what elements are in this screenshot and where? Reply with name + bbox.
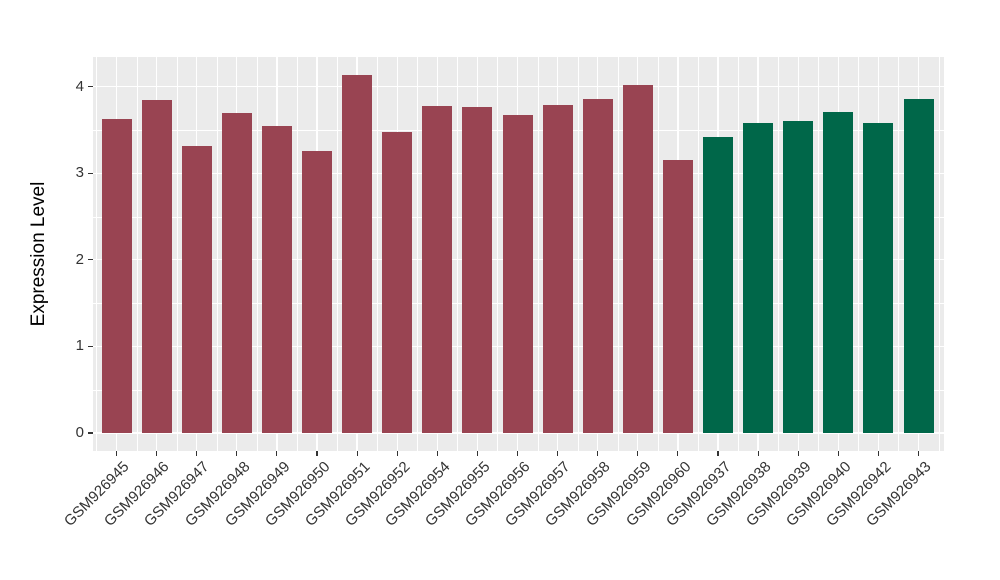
bar	[261, 126, 292, 433]
y-tick-label: 1	[75, 337, 84, 355]
gridline-minor-vertical	[898, 57, 900, 451]
bar	[462, 106, 493, 433]
y-axis-tick	[88, 86, 93, 88]
x-axis-tick	[717, 451, 719, 456]
bar	[662, 160, 693, 433]
x-axis-tick	[276, 451, 278, 456]
gridline-minor-vertical	[497, 57, 499, 451]
bar	[823, 111, 854, 433]
x-axis-tick	[156, 451, 158, 456]
gridline-minor-vertical	[858, 57, 860, 451]
x-axis-tick	[316, 451, 318, 456]
gridline-minor-vertical	[617, 57, 619, 451]
bar	[221, 112, 252, 433]
gridline-minor-vertical	[577, 57, 579, 451]
x-axis-tick	[396, 451, 398, 456]
plot-panel	[93, 57, 944, 451]
gridline-major-horizontal	[93, 432, 944, 434]
gridline-major-horizontal	[93, 85, 944, 88]
bar	[101, 118, 132, 433]
x-axis-tick	[196, 451, 198, 456]
y-axis-tick	[88, 345, 93, 347]
bar	[302, 150, 332, 433]
x-axis-tick	[757, 451, 759, 456]
gridline-minor-vertical	[657, 57, 659, 451]
bar	[422, 105, 453, 433]
bar	[622, 84, 653, 433]
bar	[703, 136, 733, 433]
gridline-minor-vertical	[136, 57, 138, 451]
gridline-minor-vertical	[417, 57, 419, 451]
gridline-minor-vertical	[377, 57, 378, 451]
bar	[863, 122, 894, 433]
y-axis-tick	[88, 172, 93, 174]
bar	[181, 146, 212, 433]
gridline-minor-vertical	[697, 57, 699, 451]
y-axis-tick	[88, 432, 93, 434]
x-axis-tick	[637, 451, 639, 456]
y-tick-label: 2	[75, 250, 84, 268]
bar	[783, 121, 814, 433]
gridline-minor-vertical	[818, 57, 820, 451]
gridline-minor-vertical	[296, 57, 298, 451]
x-axis-tick	[597, 451, 599, 456]
bar	[342, 75, 373, 433]
bar	[582, 98, 613, 433]
bar	[502, 115, 533, 433]
gridline-minor-vertical	[96, 57, 98, 451]
y-tick-label: 4	[75, 77, 84, 95]
x-axis-tick	[797, 451, 799, 456]
bar	[903, 98, 934, 433]
y-tick-label: 0	[75, 424, 84, 441]
x-axis-tick	[877, 451, 879, 456]
gridline-minor-vertical	[337, 57, 338, 451]
bar	[382, 132, 413, 433]
x-axis-tick	[356, 451, 358, 456]
x-axis-tick	[436, 451, 438, 456]
x-axis-tick	[557, 451, 559, 456]
x-axis-tick	[476, 451, 478, 456]
x-axis-tick	[917, 451, 920, 456]
gridline-minor-vertical	[176, 57, 178, 451]
gridline-minor-vertical	[216, 57, 218, 451]
x-axis-tick	[115, 451, 118, 456]
x-axis-tick	[837, 451, 839, 456]
bar	[141, 100, 172, 433]
y-axis-tick	[88, 259, 93, 261]
gridline-minor-vertical	[938, 57, 940, 451]
x-axis-tick	[236, 451, 238, 456]
x-axis-tick	[677, 451, 679, 456]
x-axis-tick	[516, 451, 519, 456]
bar	[542, 104, 573, 433]
bar	[743, 122, 774, 433]
gridline-minor-vertical	[738, 57, 739, 451]
gridline-minor-vertical	[256, 57, 258, 451]
y-tick-label: 3	[75, 164, 84, 182]
gridline-minor-vertical	[537, 57, 539, 451]
gridline-minor-vertical	[778, 57, 779, 451]
gridline-minor-vertical	[457, 57, 459, 451]
